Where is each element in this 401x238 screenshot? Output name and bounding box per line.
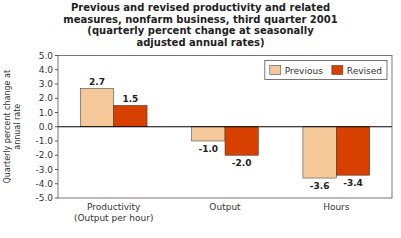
text-line: Productivity xyxy=(87,202,141,212)
legend-label: Revised xyxy=(347,66,382,76)
data-labels: 2.7 -1.0 -3.6 1.5 -2.0 -3.4 xyxy=(89,77,363,191)
y-tick xyxy=(55,169,58,170)
y-tick-label: -1.0 xyxy=(35,136,53,146)
bar xyxy=(114,105,147,126)
y-tick-label: 0.0 xyxy=(39,122,54,132)
data-label: -3.4 xyxy=(343,178,363,188)
y-tick-label: -2.0 xyxy=(35,150,53,160)
y-tick xyxy=(55,69,58,70)
text-line: adjusted annual rates) xyxy=(136,37,264,48)
plot-frame xyxy=(58,56,392,199)
text-line: measures, nonfarm business, third quarte… xyxy=(63,14,337,25)
bar xyxy=(80,88,113,126)
y-tick-label: 3.0 xyxy=(39,79,54,89)
y-tick-label: 5.0 xyxy=(39,51,54,61)
legend-frame xyxy=(265,61,387,80)
y-tick-label: -4.0 xyxy=(35,179,53,189)
legend: Previous Revised xyxy=(265,61,387,80)
data-label: -1.0 xyxy=(198,144,218,154)
legend-label: Previous xyxy=(285,66,323,76)
y-axis-label: Quarterly percent change atannual rate xyxy=(3,70,22,184)
data-label: 2.7 xyxy=(89,77,105,87)
text-line: Output xyxy=(209,202,241,212)
legend-swatch xyxy=(270,66,281,75)
y-tick xyxy=(55,98,58,99)
y-tick-label: 2.0 xyxy=(39,93,54,103)
y-tick-label: 1.0 xyxy=(39,108,54,118)
y-tick xyxy=(55,183,58,184)
y-tick xyxy=(55,198,58,199)
bars xyxy=(80,88,369,178)
x-tick-label: Output xyxy=(209,202,241,212)
data-label: -3.6 xyxy=(310,181,330,191)
text-line: Quarterly percent change at xyxy=(3,70,12,184)
y-tick xyxy=(55,155,58,156)
text-line: annual rate xyxy=(13,104,22,150)
x-tick-label: Hours xyxy=(323,202,350,212)
text-line: Previous and revised productivity and re… xyxy=(71,2,330,13)
data-label: -2.0 xyxy=(232,158,252,168)
bar xyxy=(303,127,336,178)
y-tick xyxy=(55,84,58,85)
bar xyxy=(225,127,258,156)
y-tick-label: 4.0 xyxy=(39,65,54,75)
chart: Previous and revised productivity and re… xyxy=(0,0,401,238)
y-tick xyxy=(55,126,58,127)
text-line: Hours xyxy=(323,202,350,212)
legend-swatch xyxy=(332,66,343,75)
y-tick xyxy=(55,112,58,113)
x-tick-label: Productivity(Output per hour) xyxy=(74,202,154,223)
y-tick-label: -5.0 xyxy=(35,193,53,203)
text-line: (Output per hour) xyxy=(74,213,154,223)
bar xyxy=(336,127,369,175)
y-tick xyxy=(55,141,58,142)
y-tick-label: -3.0 xyxy=(35,165,53,175)
y-tick xyxy=(55,55,58,56)
zero-line xyxy=(58,126,392,127)
data-label: 1.5 xyxy=(122,94,138,104)
text-line: (quarterly percent change at seasonally xyxy=(87,25,314,36)
bar xyxy=(192,127,225,141)
title: Previous and revised productivity and re… xyxy=(63,2,337,48)
